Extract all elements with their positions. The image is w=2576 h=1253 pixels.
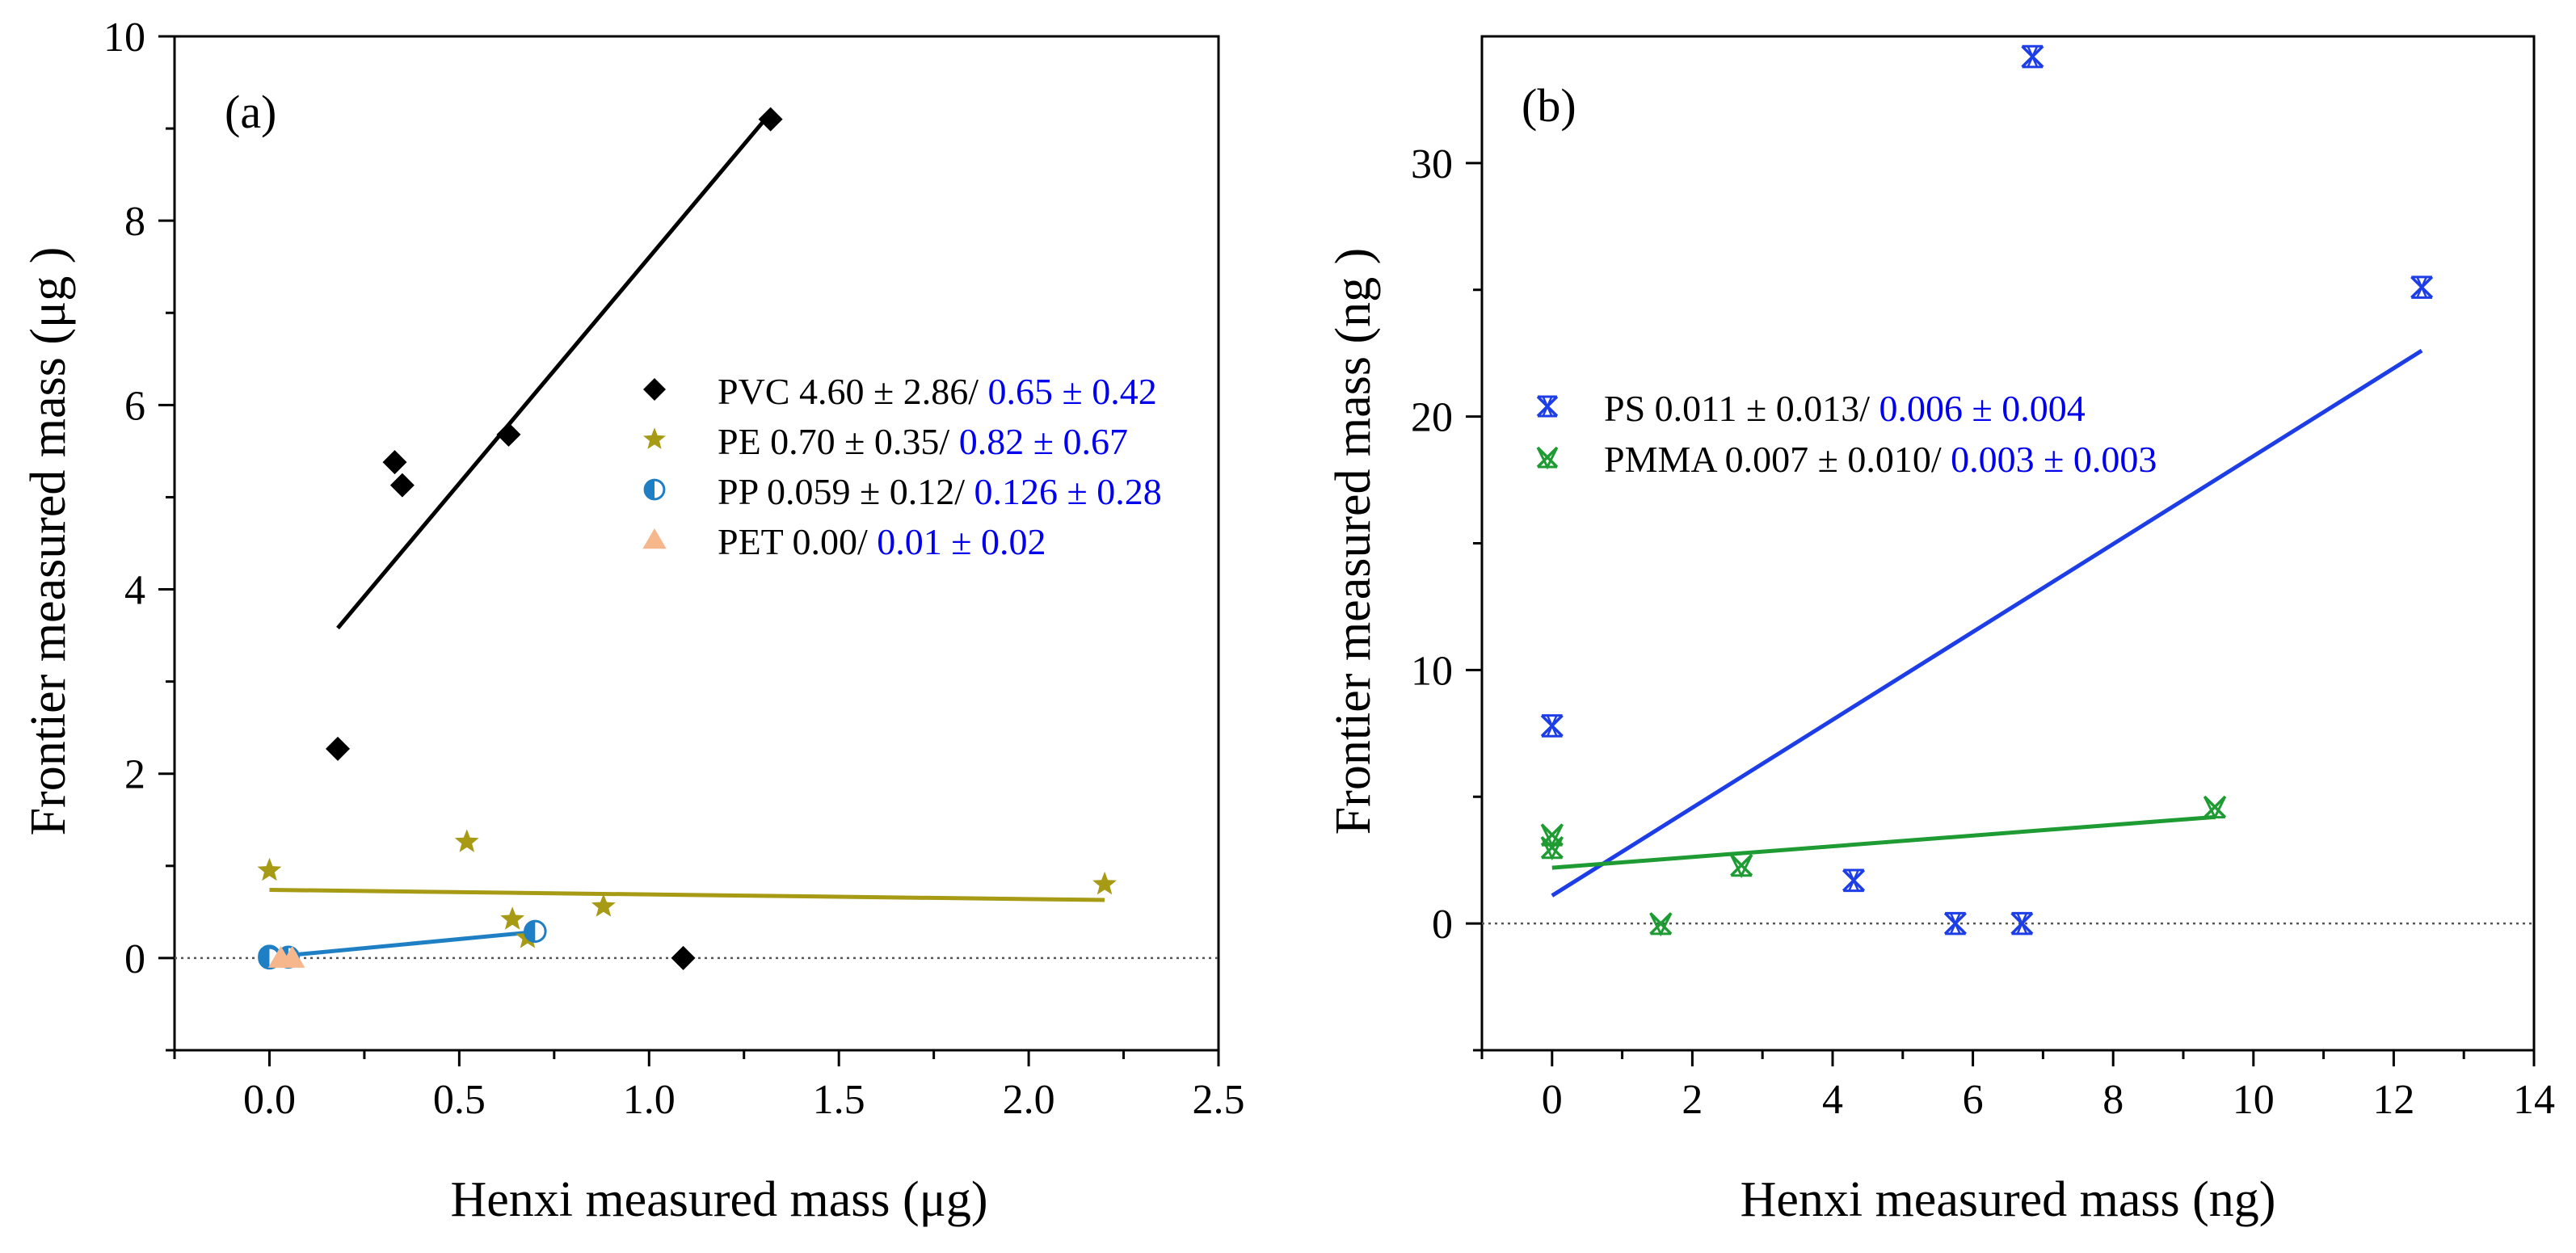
x-tick-label: 1.5 xyxy=(813,1077,865,1123)
panel-a-ticks: 0.0 0.5 1.0 1.5 2.0 2.5 0 2 4 6 8 10 xyxy=(103,15,1245,1123)
ps-point xyxy=(2021,44,2044,69)
x-tick-label: 1.0 xyxy=(623,1077,676,1123)
pe-point xyxy=(1092,871,1117,895)
panel-b-ticks: 0 2 4 6 8 10 12 14 0 10 20 30 xyxy=(1411,141,2555,1123)
panel-a-x-axis-label: Henxi measured mass (μg) xyxy=(450,1172,987,1227)
x-tick-label: 2 xyxy=(1682,1077,1703,1123)
y-tick-label: 6 xyxy=(124,383,145,429)
legend-text: PP 0.059 ± 0.12/ xyxy=(718,471,974,512)
x-tick-label: 6 xyxy=(1963,1077,1984,1123)
x-tick-label: 2.5 xyxy=(1193,1077,1245,1123)
legend-text: PS 0.011 ± 0.013/ xyxy=(1604,388,1879,429)
legend-stat: 0.01 ± 0.02 xyxy=(877,521,1046,562)
legend-text: PE 0.70 ± 0.35/ xyxy=(718,421,959,462)
legend-entry-pmma: PMMA 0.007 ± 0.010/ 0.003 ± 0.003 xyxy=(1604,439,2157,480)
panel-b-points xyxy=(1540,44,2434,937)
ps-point xyxy=(1842,868,1866,893)
panel-b-label: (b) xyxy=(1522,79,1576,132)
pet-point xyxy=(279,945,305,968)
panel-b-x-axis-label: Henxi measured mass (ng) xyxy=(1740,1172,2276,1227)
pvc-point xyxy=(382,450,407,475)
x-tick-label: 2.0 xyxy=(1003,1077,1055,1123)
legend-stat: 0.126 ± 0.28 xyxy=(974,471,1162,512)
ps-point xyxy=(1540,714,1564,738)
legend-marker-pet xyxy=(642,528,667,549)
legend-text: PVC 4.60 ± 2.86/ xyxy=(718,371,988,412)
pe-point xyxy=(500,906,525,930)
pmma-fit-line xyxy=(1551,814,2216,870)
legend-marker-ps xyxy=(1536,395,1559,418)
pp-fit-line xyxy=(269,930,532,960)
legend-text: PET 0.00/ xyxy=(718,521,877,562)
y-tick-label: 20 xyxy=(1411,395,1453,441)
pmma-point xyxy=(1649,912,1673,937)
y-tick-label: 10 xyxy=(103,15,145,61)
ps-point xyxy=(2010,911,2034,936)
pe-point xyxy=(257,857,282,881)
panel-b-legend: PS 0.011 ± 0.013/ 0.006 ± 0.004 PMMA 0.00… xyxy=(1536,388,2157,480)
panel-a-y-axis-label: Frontier measured mass (μg ) xyxy=(21,247,76,836)
ps-point xyxy=(2410,275,2434,299)
x-tick-label: 0.5 xyxy=(433,1077,486,1123)
y-tick-label: 30 xyxy=(1411,141,1453,187)
panel-a-legend: PVC 4.60 ± 2.86/ 0.65 ± 0.42 PE 0.70 ± 0.… xyxy=(642,371,1162,562)
x-tick-label: 4 xyxy=(1822,1077,1843,1123)
panel-b: 0 2 4 6 8 10 12 14 0 10 20 30 (b) Henxi measured ma… xyxy=(1326,35,2555,1227)
panel-a-points xyxy=(257,107,1117,970)
y-tick-label: 0 xyxy=(124,936,145,982)
legend-entry-pp: PP 0.059 ± 0.12/ 0.126 ± 0.28 xyxy=(718,471,1162,512)
y-tick-label: 4 xyxy=(124,568,145,614)
panel-a-fit-lines xyxy=(269,111,1105,960)
pmma-point xyxy=(1730,853,1753,879)
pvc-fit-line xyxy=(336,111,772,630)
legend-marker-pvc xyxy=(643,378,666,401)
pe-point xyxy=(454,829,479,852)
x-tick-label: 10 xyxy=(2233,1077,2275,1123)
panel-b-fit-lines xyxy=(1551,348,2423,898)
legend-marker-pp xyxy=(643,478,666,501)
legend-stat: 0.65 ± 0.42 xyxy=(988,371,1157,412)
ps-fit-line xyxy=(1551,348,2423,898)
panel-a: 0.0 0.5 1.0 1.5 2.0 2.5 0 2 4 6 8 10 (a) Henxi meas… xyxy=(21,15,1245,1227)
legend-marker-pmma xyxy=(1536,446,1559,470)
pvc-point xyxy=(326,736,351,761)
y-tick-label: 8 xyxy=(124,199,145,245)
legend-stat: 0.006 ± 0.004 xyxy=(1879,388,2086,429)
ps-point xyxy=(1943,911,1967,936)
pmma-point xyxy=(1540,835,1564,861)
pvc-point xyxy=(496,422,521,447)
pvc-point xyxy=(758,107,783,132)
legend-entry-pet: PET 0.00/ 0.01 ± 0.02 xyxy=(718,521,1046,562)
pe-fit-line xyxy=(269,887,1105,902)
legend-stat: 0.82 ± 0.67 xyxy=(959,421,1128,462)
pvc-point xyxy=(671,945,696,970)
panel-a-frame xyxy=(173,35,1220,1052)
pp-point xyxy=(524,919,547,944)
legend-text: PMMA 0.007 ± 0.010/ xyxy=(1604,439,1951,480)
x-tick-label: 8 xyxy=(2102,1077,2124,1123)
legend-entry-pvc: PVC 4.60 ± 2.86/ 0.65 ± 0.42 xyxy=(718,371,1157,412)
pe-point xyxy=(591,893,616,917)
y-tick-label: 10 xyxy=(1411,648,1453,694)
y-tick-label: 2 xyxy=(124,752,145,798)
panel-b-y-axis-label: Frontier measured mass (ng ) xyxy=(1326,248,1381,835)
legend-entry-pe: PE 0.70 ± 0.35/ 0.82 ± 0.67 xyxy=(718,421,1128,462)
legend-stat: 0.003 ± 0.003 xyxy=(1951,439,2157,480)
legend-marker-pe xyxy=(643,427,666,449)
x-tick-label: 12 xyxy=(2372,1077,2414,1123)
x-tick-label: 0.0 xyxy=(243,1077,296,1123)
panel-a-label: (a) xyxy=(225,86,276,138)
pvc-point xyxy=(389,473,415,498)
x-tick-label: 14 xyxy=(2513,1077,2555,1123)
pmma-point xyxy=(2203,795,2227,820)
x-tick-label: 0 xyxy=(1542,1077,1563,1123)
legend-entry-ps: PS 0.011 ± 0.013/ 0.006 ± 0.004 xyxy=(1604,388,2086,429)
y-tick-label: 0 xyxy=(1432,902,1453,948)
